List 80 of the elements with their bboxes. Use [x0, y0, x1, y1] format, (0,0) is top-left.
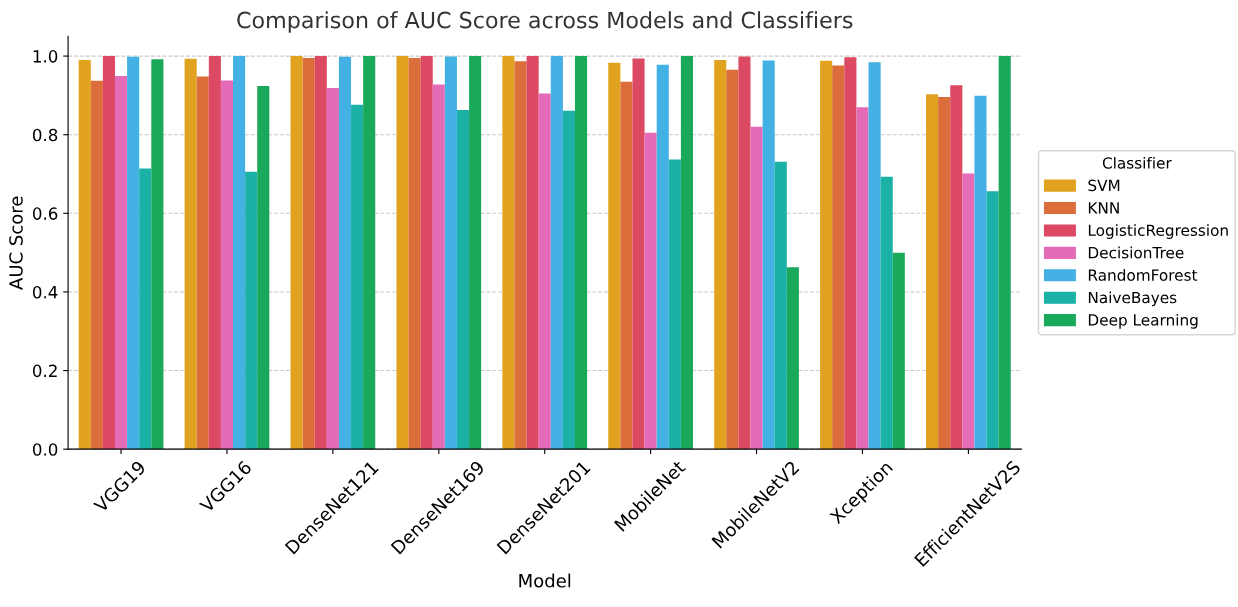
bar [432, 84, 445, 450]
bar [550, 56, 563, 450]
legend-title: Classifier [1102, 156, 1172, 169]
bar [668, 159, 681, 450]
bar [938, 96, 951, 450]
bar [78, 60, 91, 450]
bar [762, 60, 775, 450]
bar [632, 58, 645, 450]
bar [620, 81, 633, 450]
bar [926, 94, 939, 450]
bar [680, 56, 693, 450]
bar [290, 56, 303, 450]
bar [151, 59, 164, 450]
bar [115, 76, 128, 450]
bar [514, 61, 527, 450]
chart-title: Comparison of AUC Score across Models and Classifiers [237, 11, 853, 33]
bar [774, 161, 787, 450]
y-tick-label: 0.0 [32, 443, 58, 456]
bar [338, 56, 352, 450]
x-axis-title: Model [519, 573, 571, 588]
bar [314, 56, 327, 450]
y-tick-label: 1.0 [33, 50, 58, 63]
y-axis-title: AUC Score [9, 196, 23, 290]
bar [233, 56, 246, 450]
bar [444, 56, 457, 450]
y-tick-label: 0.6 [32, 207, 58, 220]
bar [856, 107, 869, 450]
bar [351, 104, 364, 450]
bar [184, 58, 197, 450]
bar [139, 168, 152, 450]
bar [469, 56, 482, 450]
bar [868, 62, 881, 450]
legend-label: DecisionTree [1088, 246, 1184, 259]
bar [892, 252, 905, 450]
bar [220, 80, 234, 450]
bar [420, 56, 433, 450]
legend-label: SVM [1088, 179, 1120, 192]
bar [102, 56, 115, 450]
bar [302, 58, 315, 450]
legend-label: Deep Learning [1088, 313, 1198, 329]
bar [574, 56, 588, 450]
bar [196, 76, 209, 450]
bar [644, 132, 657, 450]
bar [526, 56, 539, 450]
bar [562, 110, 575, 450]
bar [363, 56, 376, 450]
bar [962, 173, 975, 450]
bar [408, 58, 421, 450]
bar [502, 56, 515, 450]
bar [90, 80, 103, 450]
bar [245, 171, 258, 450]
legend-label: RandomForest [1088, 269, 1198, 281]
bar [738, 56, 751, 450]
y-tick-label: 0.4 [32, 285, 58, 299]
bar [844, 57, 857, 450]
bar [832, 65, 845, 450]
bar [208, 56, 221, 450]
legend-label: LogisticRegression [1088, 224, 1228, 239]
bar [656, 64, 669, 450]
bar [538, 93, 551, 450]
bar [326, 87, 339, 450]
legend-label: NaiveBayes [1088, 291, 1177, 307]
bar [998, 56, 1011, 450]
bar [396, 56, 409, 450]
y-tick-label: 0.2 [32, 364, 57, 378]
bar [726, 69, 739, 450]
bar [986, 191, 999, 450]
y-tick-label: 0.8 [32, 128, 58, 142]
bar [786, 267, 799, 450]
bar [608, 62, 621, 450]
legend-label: KNN [1088, 202, 1119, 214]
bar [127, 56, 140, 450]
bar [257, 85, 270, 450]
bar [950, 85, 963, 450]
bar [974, 95, 987, 450]
bar [456, 109, 470, 450]
bar [820, 60, 833, 450]
bar [714, 60, 727, 450]
bar [880, 176, 893, 450]
bar [750, 126, 763, 450]
